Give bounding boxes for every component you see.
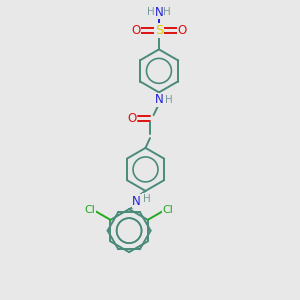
Text: H: H (164, 7, 171, 17)
Text: O: O (178, 24, 187, 37)
Text: N: N (154, 93, 163, 106)
Text: H: H (142, 194, 150, 204)
Text: H: H (147, 7, 154, 17)
Text: Cl: Cl (163, 205, 173, 215)
Text: O: O (127, 112, 136, 125)
Text: N: N (132, 195, 141, 208)
Text: O: O (131, 24, 140, 37)
Text: Cl: Cl (85, 205, 95, 215)
Text: S: S (155, 24, 163, 37)
Text: N: N (154, 5, 163, 19)
Text: H: H (165, 95, 172, 105)
